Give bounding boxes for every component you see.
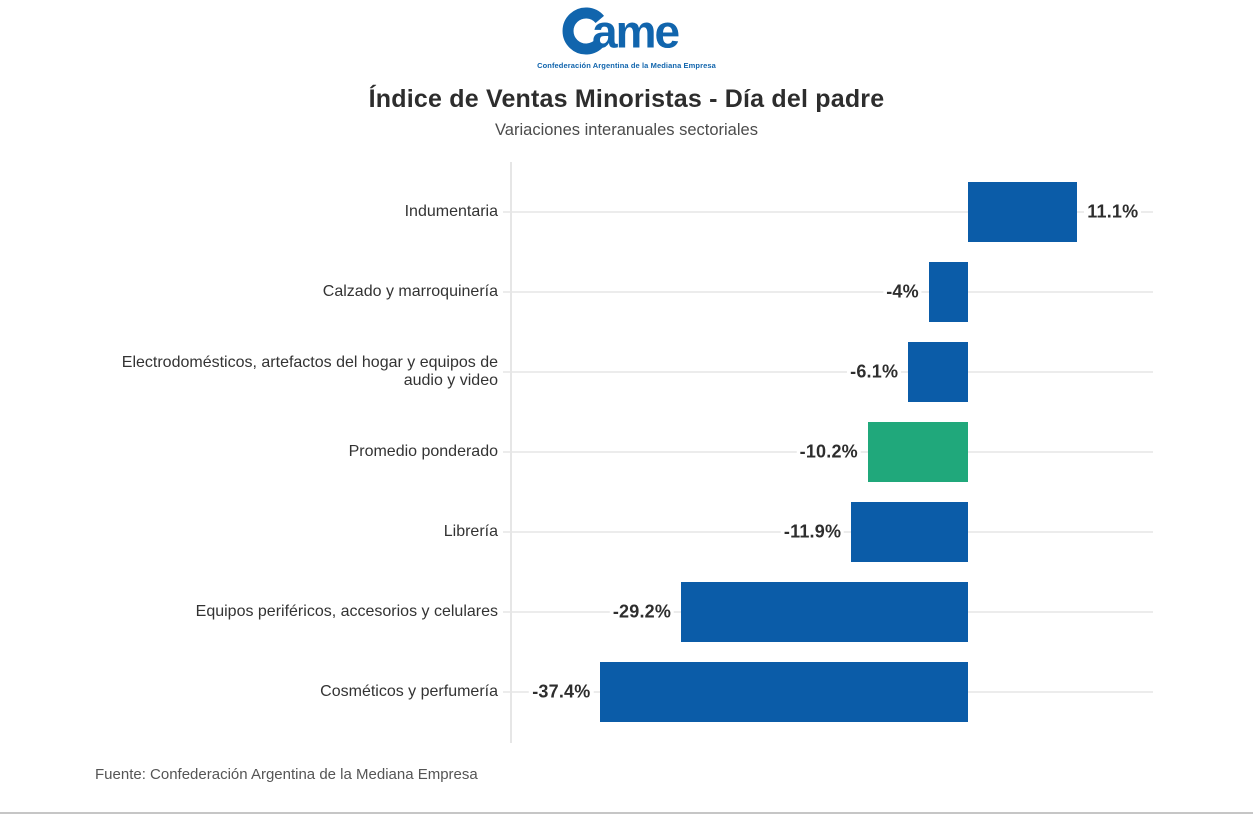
bar-libreria [851, 502, 969, 562]
value-label-promedio-ponderado: -10.2% [796, 441, 861, 463]
y-axis-line [510, 162, 512, 743]
category-label-cosmeticos-y-perfumeria: Cosméticos y perfumería [320, 683, 498, 700]
value-label-libreria: -11.9% [780, 521, 845, 543]
bar-promedio-ponderado [867, 422, 969, 482]
came-logo: ame Confederación Argentina de la Median… [537, 6, 716, 71]
category-label-electrodomesticos-artefactos-del-hogar-y: Electrodomésticos, artefactos del hogar … [121, 354, 498, 389]
source-note: Fuente: Confederación Argentina de la Me… [95, 766, 478, 783]
category-label-promedio-ponderado: Promedio ponderado [348, 443, 498, 460]
category-label-equipos-perifericos-accesorios-y-celular: Equipos periféricos, accesorios y celula… [195, 603, 498, 620]
gridline-calzado-y-marroquineria [503, 291, 1153, 293]
came-logo-c-shape [563, 7, 605, 55]
gridline-indumentaria [503, 211, 1153, 213]
page-bottom-divider [0, 812, 1253, 814]
gridline-electrodomesticos-artefactos-del-hogar-y [503, 371, 1153, 373]
chart-header: ame Confederación Argentina de la Median… [0, 0, 1253, 140]
bar-equipos-perifericos-accesorios-y-celular [681, 582, 969, 642]
came-logo-mark: ame [563, 6, 682, 58]
bar-indumentaria [968, 182, 1078, 242]
category-label-libreria: Librería [443, 523, 498, 540]
value-label-calzado-y-marroquineria: -4% [883, 281, 922, 303]
came-logo-wordmark-text: ame [592, 7, 679, 55]
bar-cosmeticos-y-perfumeria [600, 662, 969, 722]
value-label-cosmeticos-y-perfumeria: -37.4% [529, 681, 594, 703]
value-label-electrodomesticos-artefactos-del-hogar-y: -6.1% [847, 361, 902, 383]
chart-title: Índice de Ventas Minoristas - Día del pa… [368, 85, 885, 113]
bar-calzado-y-marroquineria [928, 262, 969, 322]
value-label-indumentaria: 11.1% [1084, 201, 1142, 223]
value-label-equipos-perifericos-accesorios-y-celular: -29.2% [609, 601, 675, 623]
category-label-indumentaria: Indumentaria [404, 203, 498, 220]
bar-electrodomesticos-artefactos-del-hogar-y [908, 342, 969, 402]
came-logo-subtext: Confederación Argentina de la Mediana Em… [537, 61, 716, 70]
chart-subtitle: Variaciones interanuales sectoriales [495, 121, 758, 139]
category-label-calzado-y-marroquineria: Calzado y marroquinería [322, 283, 498, 300]
